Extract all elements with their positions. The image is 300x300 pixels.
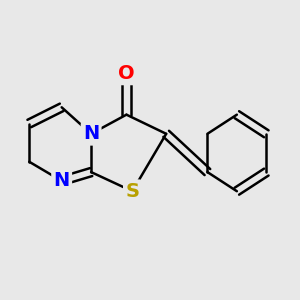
Text: N: N bbox=[53, 171, 70, 190]
Text: S: S bbox=[125, 182, 139, 201]
Text: O: O bbox=[118, 64, 135, 83]
Text: N: N bbox=[83, 124, 99, 143]
